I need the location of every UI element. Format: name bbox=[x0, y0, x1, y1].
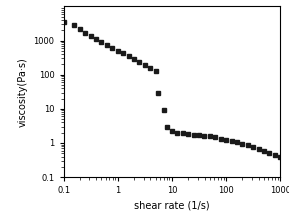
X-axis label: shear rate (1/s): shear rate (1/s) bbox=[134, 201, 210, 211]
Y-axis label: viscosity(Pa·s): viscosity(Pa·s) bbox=[18, 57, 28, 127]
